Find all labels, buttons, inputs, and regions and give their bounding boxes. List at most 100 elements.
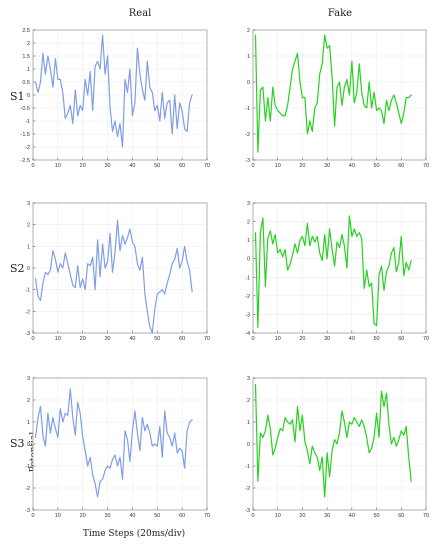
x-tick-label: 30 [105, 513, 111, 519]
x-tick-label: 20 [80, 336, 86, 342]
series-line-s2-real [34, 219, 193, 334]
y-tick-label: 3 [27, 201, 30, 207]
x-tick-label: 10 [55, 163, 61, 169]
x-tick-label: 20 [299, 336, 305, 342]
y-tick-label: -1.5 [21, 132, 30, 138]
x-tick-label: 70 [423, 513, 429, 519]
x-tick-label: 10 [275, 513, 281, 519]
series-line-s3-real [34, 388, 193, 498]
y-tick-label: -1 [245, 464, 250, 470]
y-tick-label: 0.5 [22, 80, 30, 86]
y-tick-label: 0 [247, 442, 250, 448]
y-tick-label: 2 [247, 398, 250, 404]
x-tick-label: 70 [204, 513, 210, 519]
y-tick-label: 1 [247, 420, 250, 426]
x-tick-label: 0 [31, 513, 34, 519]
x-tick-label: 20 [80, 163, 86, 169]
x-tick-label: 50 [374, 513, 380, 519]
y-tick-label: -2 [245, 132, 250, 138]
x-tick-label: 20 [299, 513, 305, 519]
y-tick-label: 2.5 [22, 28, 30, 34]
x-tick-label: 40 [349, 513, 355, 519]
series-line-s1-fake [254, 34, 412, 153]
x-tick-label: 0 [251, 513, 254, 519]
y-tick-label: -3 [245, 312, 250, 318]
series-line-s2-fake [254, 215, 412, 328]
x-tick-label: 60 [179, 336, 185, 342]
y-tick-label: 3 [247, 376, 250, 382]
x-tick-label: 60 [179, 163, 185, 169]
chart-s3-real: 0 10 20 30 40 50 60 70 -3 -2 -1 0 1 2 3 [25, 376, 210, 519]
row-label-s3: S3 [10, 437, 25, 450]
x-tick-label: 30 [324, 336, 330, 342]
y-tick-label: -2 [25, 145, 30, 151]
y-tick-label: 3 [247, 201, 250, 207]
x-tick-label: 10 [275, 336, 281, 342]
x-tick-label: 50 [374, 336, 380, 342]
x-tick-label: 60 [398, 336, 404, 342]
y-tick-label: -1 [25, 464, 30, 470]
x-tick-label: 10 [275, 163, 281, 169]
x-tick-label: 70 [423, 336, 429, 342]
chart-s2-fake: 0 10 20 30 40 50 60 70 -4 -3 -2 -1 0 1 2 3 [245, 201, 429, 342]
y-tick-label: 2 [27, 398, 30, 404]
y-tick-label: -2.5 [21, 158, 30, 164]
y-tick-label: 0 [27, 266, 30, 272]
column-title-real: Real [129, 8, 152, 19]
x-tick-label: 50 [154, 513, 160, 519]
series-line-s3-fake [254, 384, 412, 498]
y-tick-label: -3 [25, 508, 30, 514]
chart-s2-real: 0 10 20 30 40 50 60 70 -3 -2 -1 0 1 2 3 [25, 201, 210, 342]
x-tick-label: 40 [349, 163, 355, 169]
x-tick-label: 60 [179, 513, 185, 519]
y-tick-label: -1 [25, 119, 30, 125]
y-tick-label: -2 [245, 486, 250, 492]
x-tick-label: 0 [251, 336, 254, 342]
row-label-s2: S2 [10, 262, 25, 275]
x-tick-label: 40 [129, 163, 135, 169]
y-tick-label: 1 [27, 67, 30, 73]
y-tick-label: 1 [27, 420, 30, 426]
x-tick-label: 60 [398, 513, 404, 519]
y-tick-label: 2 [247, 28, 250, 34]
x-tick-label: 40 [129, 336, 135, 342]
x-tick-label: 30 [105, 163, 111, 169]
x-tick-label: 50 [154, 163, 160, 169]
y-tick-label: -1 [25, 288, 30, 294]
y-tick-label: 3 [27, 376, 30, 382]
column-title-fake: Fake [328, 8, 352, 19]
y-tick-label: -2 [25, 486, 30, 492]
x-tick-label: 10 [55, 513, 61, 519]
x-tick-label: 50 [374, 163, 380, 169]
y-tick-label: 0 [27, 93, 30, 99]
y-tick-label: 1 [247, 54, 250, 60]
y-tick-label: -2 [25, 309, 30, 315]
y-tick-label: -1 [245, 106, 250, 112]
panels: 0 10 20 30 40 50 60 70-2.5-2-1.5-1-0.500.511.52… [21, 28, 430, 519]
x-tick-label: 0 [31, 336, 34, 342]
x-tick-label: 10 [55, 336, 61, 342]
x-tick-label: 20 [80, 513, 86, 519]
y-tick-label: 2 [27, 41, 30, 47]
y-tick-label: 2 [27, 223, 30, 229]
x-tick-label: 0 [251, 163, 254, 169]
plot-frame [252, 202, 427, 334]
y-tick-label: -3 [25, 331, 30, 337]
x-tick-label: 20 [299, 163, 305, 169]
x-tick-label: 30 [105, 336, 111, 342]
x-tick-label: 70 [423, 163, 429, 169]
y-tick-label: 0 [247, 80, 250, 86]
y-tick-label: -2 [245, 294, 250, 300]
y-tick-label: -3 [245, 508, 250, 514]
x-tick-label: 40 [129, 513, 135, 519]
y-tick-label: 2 [247, 220, 250, 226]
y-tick-label: -4 [245, 331, 250, 337]
y-tick-label: 1.5 [22, 54, 30, 60]
series-line-s1-real [34, 34, 193, 148]
x-tick-label: 0 [31, 163, 34, 169]
chart-s3-fake: 0 10 20 30 40 50 60 70 -3 -2 -1 0 1 2 3 [245, 376, 429, 519]
x-axis-title: Time Steps (20ms/div) [83, 528, 185, 539]
plot-frame [252, 29, 427, 161]
row-label-s1: S1 [10, 90, 25, 103]
